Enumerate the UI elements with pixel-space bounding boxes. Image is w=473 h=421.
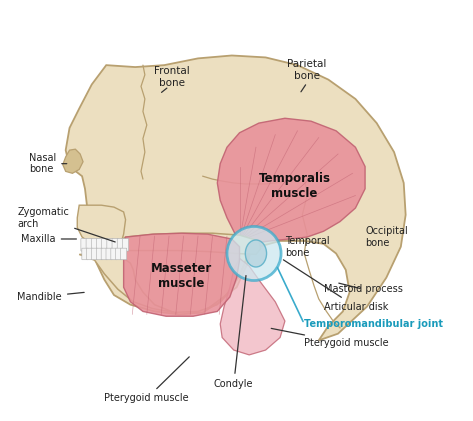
Text: Pterygoid muscle: Pterygoid muscle (271, 328, 389, 348)
Text: Mandible: Mandible (18, 292, 84, 302)
Text: Mastoid process: Mastoid process (324, 283, 403, 294)
Text: Condyle: Condyle (214, 276, 254, 389)
FancyBboxPatch shape (107, 239, 113, 251)
FancyBboxPatch shape (101, 248, 107, 260)
Text: Frontal
bone: Frontal bone (154, 66, 190, 88)
Polygon shape (63, 149, 83, 173)
Text: Articular disk: Articular disk (283, 260, 388, 312)
Polygon shape (79, 250, 249, 314)
FancyBboxPatch shape (81, 239, 87, 251)
Polygon shape (123, 233, 239, 316)
Text: Parietal
bone: Parietal bone (288, 59, 327, 81)
Text: Maxilla: Maxilla (21, 234, 77, 244)
Polygon shape (118, 233, 261, 254)
FancyBboxPatch shape (116, 248, 122, 260)
Ellipse shape (245, 240, 267, 267)
FancyBboxPatch shape (82, 248, 88, 260)
Text: Zygomatic
arch: Zygomatic arch (18, 207, 115, 242)
FancyBboxPatch shape (123, 239, 129, 251)
FancyBboxPatch shape (91, 239, 97, 251)
FancyBboxPatch shape (117, 239, 123, 251)
FancyBboxPatch shape (91, 248, 98, 260)
FancyBboxPatch shape (86, 239, 92, 251)
Polygon shape (217, 118, 365, 243)
FancyBboxPatch shape (87, 248, 93, 260)
Circle shape (227, 226, 281, 280)
FancyBboxPatch shape (96, 248, 103, 260)
Text: Temporalis
muscle: Temporalis muscle (259, 172, 331, 200)
Text: Temporomandibular joint: Temporomandibular joint (304, 319, 443, 329)
Text: Occipital
bone: Occipital bone (365, 226, 408, 248)
FancyBboxPatch shape (96, 239, 103, 251)
Polygon shape (66, 56, 406, 341)
FancyBboxPatch shape (112, 239, 118, 251)
FancyBboxPatch shape (121, 248, 127, 260)
Polygon shape (77, 205, 125, 247)
FancyBboxPatch shape (111, 248, 117, 260)
Polygon shape (220, 258, 285, 355)
Text: Nasal
bone: Nasal bone (29, 153, 67, 174)
FancyBboxPatch shape (106, 248, 112, 260)
Text: Temporal
bone: Temporal bone (285, 236, 330, 258)
Text: Masseter
muscle: Masseter muscle (151, 262, 212, 290)
Text: Pterygoid muscle: Pterygoid muscle (105, 357, 189, 403)
FancyBboxPatch shape (102, 239, 108, 251)
